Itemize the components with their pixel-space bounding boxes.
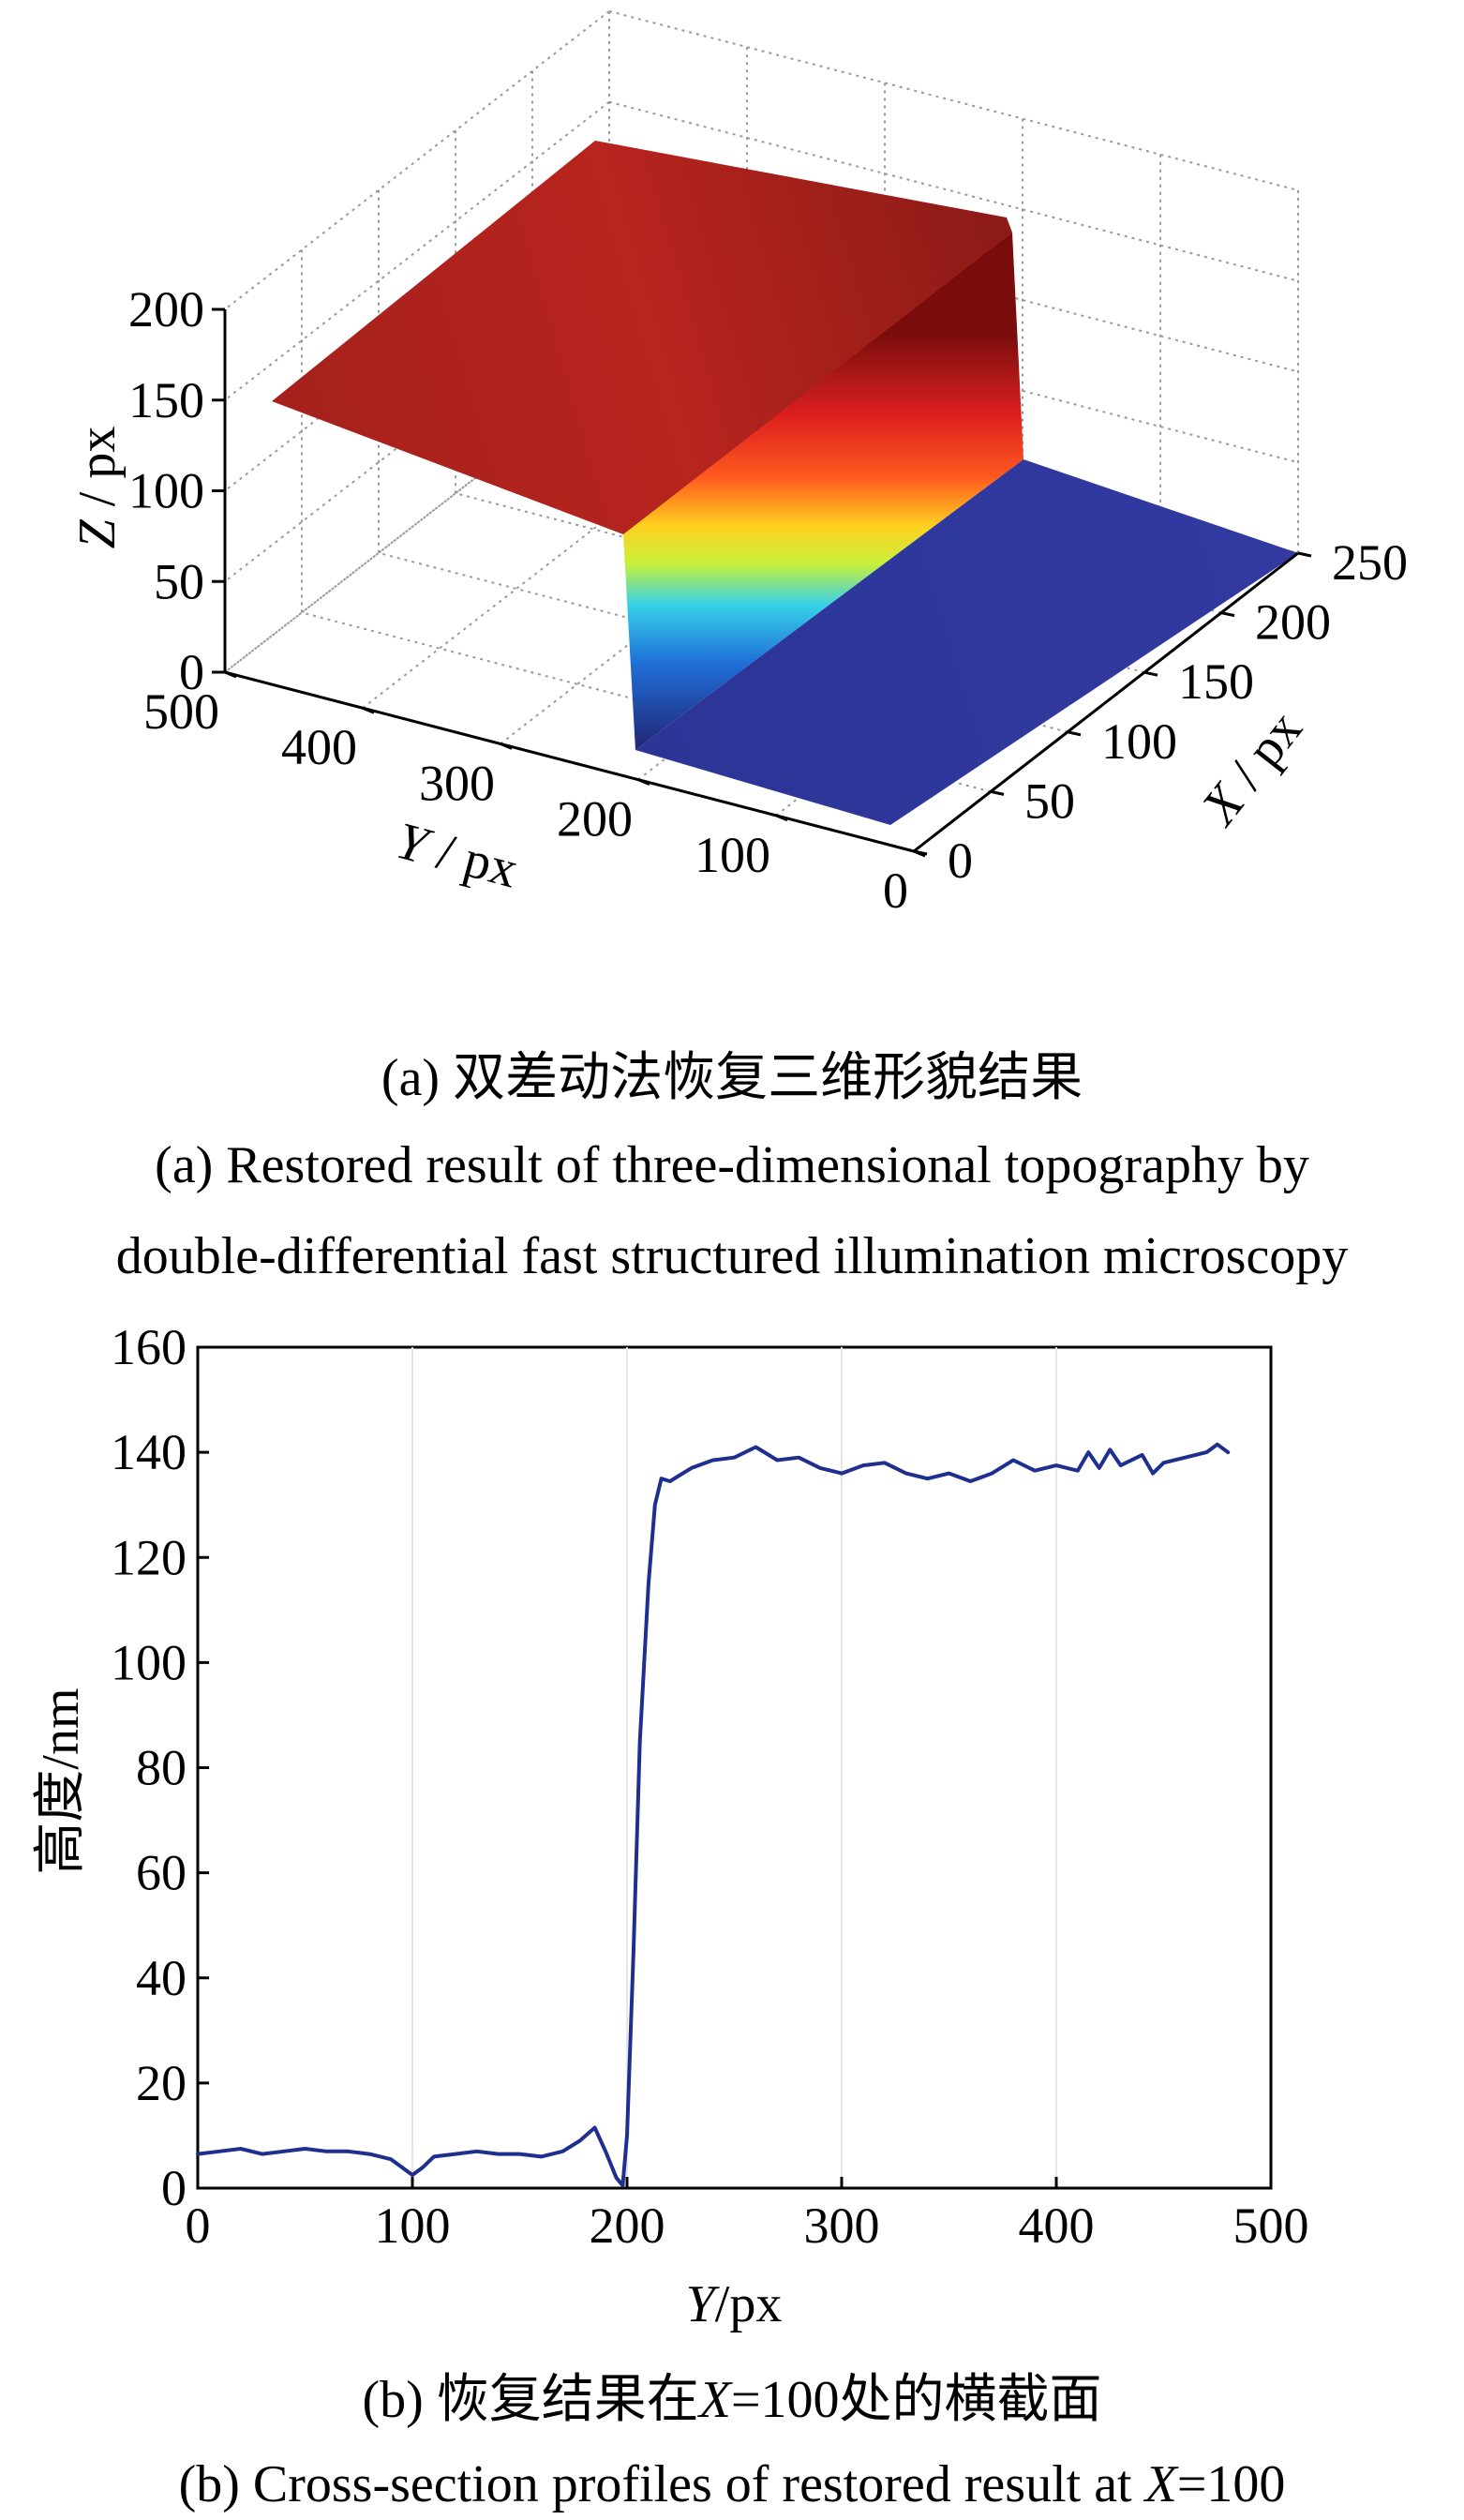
line-chart-gridlines: [411, 1347, 1057, 2188]
surface-y-tick-mark: [224, 670, 237, 679]
surface-y-tick-label: 500: [143, 683, 219, 740]
surface-gridline-floor: [455, 492, 1145, 674]
line-chart-series-line: [196, 1442, 1231, 2188]
line-chart-series: [196, 1442, 1231, 2188]
line-chart-panel: 0 100 200 300 400 500 0 20 40 60 80 100 120 140 160 高度…: [32, 1319, 1309, 2333]
surface-y-tick-mark: [775, 814, 788, 822]
line-chart-x-tick-label: 200: [590, 2198, 665, 2254]
surface-gridline-back-wall: [224, 10, 610, 310]
line-chart-y-tick-label: 60: [136, 1845, 187, 1901]
line-chart-x-tick-label: 0: [186, 2198, 211, 2254]
surface-step-face: [623, 232, 1023, 750]
surface-gridline-side-wall: [608, 100, 1299, 282]
surface-y-tick-mark: [637, 778, 650, 786]
surface-y-axis-label: Y / px: [391, 812, 524, 900]
line-chart-y-tick-label: 120: [111, 1529, 187, 1585]
line-chart-y-tick-label: 100: [111, 1634, 187, 1690]
surface-x-tick-label: 0: [948, 832, 973, 889]
surface-low-plateau: [635, 459, 1298, 825]
surface-z-tick-label: 200: [128, 281, 204, 338]
surface-x-tick-label: 250: [1332, 534, 1408, 591]
surface-gridline-back-wall: [224, 373, 610, 673]
line-chart-y-tick-label: 0: [161, 2160, 187, 2216]
line-chart-x-axis-label: Y/px: [686, 2275, 783, 2333]
surface-gridline-floor: [301, 611, 992, 793]
line-chart-x-tick-label: 100: [375, 2198, 451, 2254]
caption-a-chinese: (a) 双差动法恢复三维形貌结果: [381, 1049, 1083, 1107]
surface-x-tick-label: 50: [1024, 772, 1075, 829]
surface-y-tick-label: 200: [557, 791, 633, 848]
line-chart-y-tick-label: 140: [111, 1424, 187, 1480]
surface-x-tick-mark: [913, 849, 928, 856]
caption-a-english-line1: (a) Restored result of three-dimensional…: [155, 1136, 1309, 1194]
surface-x-axis-line: [913, 551, 1299, 853]
line-chart-x-tick-label: 300: [804, 2198, 880, 2254]
line-chart-y-tick-label: 20: [136, 2055, 187, 2111]
surface-x-tick-mark: [1220, 611, 1235, 618]
surface-gridline-back-wall: [224, 100, 610, 401]
surface-x-tick-mark: [1143, 670, 1158, 677]
surface-z-tick-label: 50: [154, 553, 204, 609]
surface-plot-panel: 0501001502000100200300400500050100150200…: [68, 10, 1408, 919]
line-chart-y-tick-label: 40: [136, 1950, 187, 2006]
surface-y-tick-label: 400: [281, 719, 357, 775]
surface-gridline-back-wall: [224, 282, 610, 583]
line-chart-y-axis-label: 高度/nm: [32, 1688, 90, 1874]
surface-high-plateau: [272, 141, 1012, 542]
surface-y-tick-label: 100: [695, 827, 770, 883]
surface-gridline-back-wall: [224, 191, 610, 492]
surface-z-axis-label: Z / px: [68, 427, 127, 549]
surface-z-tick-label: 0: [179, 644, 204, 700]
caption-a-english-line2: double-differential fast structured illu…: [115, 1227, 1349, 1285]
surface-x-tick-mark: [1067, 730, 1082, 737]
surface-x-tick-label: 200: [1255, 594, 1331, 651]
surface-gridline-floor: [378, 551, 1068, 733]
surface-gridline-side-wall: [608, 282, 1299, 464]
line-chart-y-tick-label: 160: [111, 1319, 187, 1375]
surface-y-tick-mark: [500, 742, 513, 750]
line-chart-ticks: 0 100 200 300 400 500 0 20 40 60 80 100 120 140 160: [111, 1319, 1309, 2254]
caption-b-english: (b) Cross-section profiles of restored r…: [178, 2455, 1286, 2513]
surface-gridline-side-wall: [608, 10, 1299, 191]
surface-y-tick-label: 300: [419, 755, 495, 811]
caption-b-chinese: (b) 恢复结果在X=100处的横截面: [362, 2371, 1102, 2429]
surface-x-axis-label: X / px: [1189, 700, 1313, 836]
surface-gridline-side-wall: [608, 191, 1299, 373]
surface-y-axis-line: [224, 670, 915, 853]
surface-x-tick-mark: [990, 789, 1005, 796]
line-chart-frame: [196, 1345, 1273, 2190]
surface-y-tick-label: 0: [883, 862, 908, 919]
line-chart-y-tick-label: 80: [136, 1740, 187, 1796]
surface-x-tick-mark: [1297, 551, 1312, 558]
surface-x-tick-label: 100: [1101, 713, 1177, 770]
line-chart-x-tick-label: 500: [1233, 2198, 1309, 2254]
surface-step: [272, 141, 1298, 825]
surface-z-tick-label: 150: [128, 372, 204, 428]
line-chart-x-tick-label: 400: [1019, 2198, 1095, 2254]
surface-y-tick-mark: [362, 706, 375, 714]
surface-z-tick-label: 100: [128, 463, 204, 519]
surface-x-tick-label: 150: [1178, 653, 1254, 710]
